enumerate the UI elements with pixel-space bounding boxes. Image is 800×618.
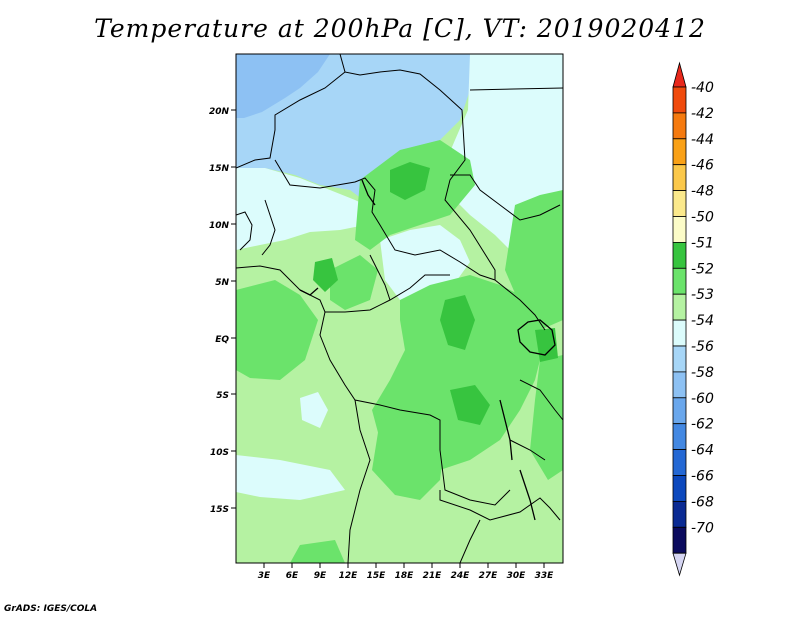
country-borders [236,54,563,563]
lon-label-33e: 33E [535,571,555,581]
lat-label-5n: 5N [215,278,229,288]
field-dark-spot-4 [313,258,338,292]
colorbar-swatch [672,345,687,373]
colorbar-swatch [672,164,687,191]
lat-label-5s: 5S [216,391,229,401]
lat-label-15s: 15S [210,505,229,515]
colorbar-swatch [672,526,687,554]
colorbar-swatch [672,241,687,269]
colorbar-label: -58 [691,365,714,381]
lon-label-3e: 3E [258,571,271,581]
field-dark-spot-2 [440,295,475,350]
colorbar-swatch [672,216,687,243]
colorbar-swatch [672,112,687,140]
lon-label-12e: 12E [339,571,359,581]
map-frame [235,53,564,564]
colorbar-swatch [672,449,687,476]
colorbar-swatch [672,190,687,217]
colorbar-label: -68 [691,494,714,510]
colorbar-swatch [672,138,687,166]
lon-label-24e: 24E [451,571,471,581]
latitude-labels: 20N 15N 10N 5N EQ 5S 10S 15S [209,107,230,515]
field-green-bottom [290,540,345,563]
colorbar-swatch [672,475,687,502]
lat-label-10n: 10N [209,221,230,231]
colorbar-swatch [672,293,687,321]
lon-label-21e: 21E [423,571,443,581]
field-colder-nw [236,54,330,118]
field-green-cw [330,255,378,310]
lon-label-18e: 18E [395,571,415,581]
colorbar-label: -53 [691,287,714,303]
colorbar-swatch [672,423,687,451]
colorbar-label: -62 [691,417,714,433]
colorbar-swatch [672,500,687,528]
colorbar-label: -52 [691,261,714,277]
field-dark-spot-1 [390,162,430,200]
colorbar-label: -70 [691,520,714,536]
lon-label-30e: 30E [507,571,527,581]
field-green-w [236,280,318,380]
colorbar-label: -66 [691,469,714,485]
field-green-ne [505,190,563,330]
field-green-east [530,355,563,480]
map-title: Temperature at 200hPa [C], VT: 201902041… [94,14,706,43]
colorbar-label: -48 [691,184,714,200]
colorbar-swatch [672,86,687,114]
colorbar-label: -51 [691,235,714,251]
colorbar-label: -46 [691,158,714,174]
colorbar-arrow-top [672,61,687,88]
field-pale-sw [236,455,345,500]
colorbar-label: -56 [691,339,714,355]
lon-label-9e: 9E [314,571,327,581]
lat-label-eq: EQ [215,335,229,345]
longitude-labels: 3E 6E 9E 12E 15E 18E 21E 24E 27E 30E 33E [258,571,554,581]
colorbar-label: -54 [691,313,714,329]
lon-label-6e: 6E [286,571,299,581]
lon-label-27e: 27E [479,571,499,581]
lon-label-15e: 15E [367,571,387,581]
colorbar-arrow-bottom [672,552,687,577]
footer-credit: GrADS: IGES/COLA [4,604,98,614]
colorbar-label: -44 [691,132,714,148]
colorbar-swatch [672,371,687,399]
field-green-s [372,415,445,500]
field-pale-spot [300,392,328,428]
colorbar-label: -42 [691,106,714,122]
colorbar-label: -64 [691,443,714,459]
colorbar-swatch [672,267,687,295]
colorbar-label: -40 [691,80,714,96]
axis-ticks [231,109,545,568]
colorbar-swatch [672,319,687,347]
colorbar-label: -50 [691,210,714,226]
map-area [236,54,563,563]
field-pale-w [236,168,372,250]
colorbar-swatch [672,397,687,425]
lakes [299,179,556,521]
lat-label-20n: 20N [209,107,230,117]
colorbar-label: -60 [691,391,714,407]
field-dark-spot-3 [450,385,490,425]
lat-label-15n: 15N [209,164,230,174]
lat-label-10s: 10S [210,448,229,458]
colorbar: -40 -42 -44 -46 -48 -50 -51 -52 -53 -54 -56 -58 -60 -… [672,61,714,577]
